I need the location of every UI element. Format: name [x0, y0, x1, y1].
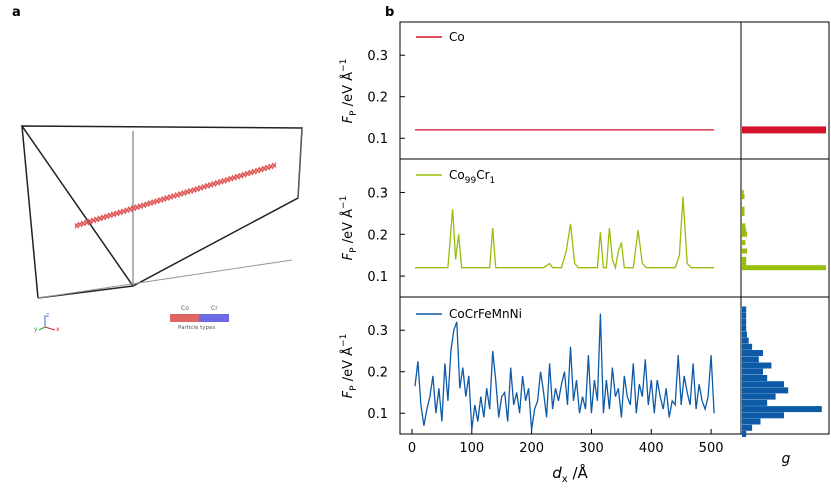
line-plot-co: 0.1 0.2 0.3 Co FP /eV Å−1 — [339, 21, 742, 160]
histogram-bar — [742, 375, 768, 381]
y-ticks-cocrfemnni: 0.1 0.2 0.3 — [367, 324, 405, 422]
line-plot-cocrfemnni: 0.1 0.2 0.3 0 100 200 300 400 500 CoCrFeMnNi FP… — [339, 296, 742, 485]
hist-x-axis-label: g — [782, 451, 791, 467]
x-axis-label: dx /Å — [552, 463, 588, 485]
dislocation-strand — [74, 162, 277, 229]
y-tick-label: 0.2 — [367, 91, 388, 106]
y-tick-label: 0.2 — [367, 366, 388, 381]
x-tick-label: 400 — [639, 441, 664, 456]
legend-label-cocrfemnni: CoCrFeMnNi — [449, 307, 522, 321]
y-tick-label: 0.3 — [367, 186, 388, 201]
legend-label-co99cr1: Co99Cr1 — [449, 168, 495, 186]
histogram-co — [740, 21, 830, 160]
particle-type-label-cr: Cr — [211, 305, 218, 312]
histogram-bar — [742, 418, 761, 425]
histogram-bar — [742, 206, 745, 212]
histogram-bar — [742, 223, 746, 229]
y-tick-label: 0.1 — [367, 270, 388, 285]
y-ticks-co99cr1: 0.1 0.2 0.3 — [367, 186, 405, 285]
histogram-cocrfemnni: g — [740, 296, 830, 467]
histogram-bar — [742, 368, 763, 375]
histogram-bar — [742, 399, 768, 406]
particle-type-swatch-co — [170, 314, 199, 322]
legend-label-co: Co — [449, 30, 465, 44]
panel-label-a: a — [12, 5, 21, 20]
particle-type-swatch-cr — [199, 314, 229, 322]
histogram-bar — [742, 325, 747, 332]
panel-label-b: b — [385, 5, 394, 20]
y-tick-label: 0.1 — [367, 407, 388, 422]
data-line-cocrfemnni — [414, 313, 715, 430]
hist-frame-cocrfemnni — [740, 296, 830, 435]
x-tick-label: 0 — [408, 441, 416, 456]
histogram-bar — [742, 343, 753, 350]
y-ticks-co: 0.1 0.2 0.3 — [367, 49, 405, 147]
line-plot-co99cr1: 0.1 0.2 0.3 Co99Cr1 FP /eV Å−1 — [339, 158, 742, 298]
histogram-bar — [742, 312, 747, 319]
particle-type-label-co: Co — [181, 305, 189, 312]
x-tick-label: 100 — [459, 441, 484, 456]
y-tick-label: 0.3 — [367, 324, 388, 339]
histogram-bar — [742, 356, 759, 363]
particle-types-title: Particle types — [178, 325, 215, 331]
x-tick-label: 200 — [519, 441, 544, 456]
y-tick-label: 0.2 — [367, 228, 388, 243]
hist-frame-co — [740, 21, 830, 160]
histogram-bar — [742, 194, 745, 200]
x-tick-label: 300 — [579, 441, 604, 456]
axis-x-label: x — [56, 326, 60, 333]
hist-frame-co99cr1 — [740, 158, 830, 298]
x-ticks: 0 100 200 300 400 500 — [408, 429, 724, 456]
histogram-bar — [742, 306, 747, 313]
data-line-co99cr1 — [415, 196, 715, 271]
histogram-bar — [742, 362, 772, 369]
axis-tripod: z y x — [34, 312, 60, 333]
histogram-bar — [742, 256, 747, 262]
x-tick-label: 500 — [699, 441, 724, 456]
histogram-bar — [742, 331, 747, 338]
simulation-box-view: z y x Co Cr Particle types — [20, 125, 303, 333]
y-tick-label: 0.1 — [367, 132, 388, 147]
histogram-bar — [742, 406, 822, 413]
histogram-bar — [742, 387, 789, 394]
histogram-bar — [742, 381, 784, 388]
histogram-bar — [742, 261, 747, 266]
histogram-bar — [742, 318, 747, 325]
histogram-bar — [742, 190, 744, 195]
histogram-bar — [742, 393, 776, 400]
simulation-box-frame — [20, 125, 303, 299]
histogram-bar — [742, 431, 747, 437]
dislocation-line — [74, 162, 277, 229]
histogram-bar — [742, 350, 763, 356]
y-axis-label-co: FP /eV Å−1 — [339, 59, 359, 124]
histogram-bar — [742, 240, 746, 246]
histogram-bar — [742, 227, 747, 233]
histogram-bar — [742, 265, 826, 271]
histogram-bar — [742, 210, 745, 216]
histogram-bar — [742, 231, 747, 237]
particle-types-legend: Co Cr Particle types — [170, 305, 229, 331]
axis-y-label: y — [34, 326, 38, 333]
histogram-co99cr1 — [740, 158, 830, 298]
histogram-bar — [742, 424, 753, 431]
dislocation-strand — [74, 162, 277, 229]
dislocation-core — [74, 163, 277, 228]
histogram-bar — [742, 412, 784, 419]
y-tick-label: 0.3 — [367, 49, 388, 64]
y-axis-label-cocrfemnni: FP /eV Å−1 — [339, 334, 359, 399]
histogram-bar — [742, 337, 749, 344]
y-axis-label-co99cr1: FP /eV Å−1 — [339, 196, 359, 261]
histogram-bar — [742, 248, 747, 254]
histogram-bar — [742, 126, 826, 134]
axis-z-label: z — [46, 312, 49, 319]
